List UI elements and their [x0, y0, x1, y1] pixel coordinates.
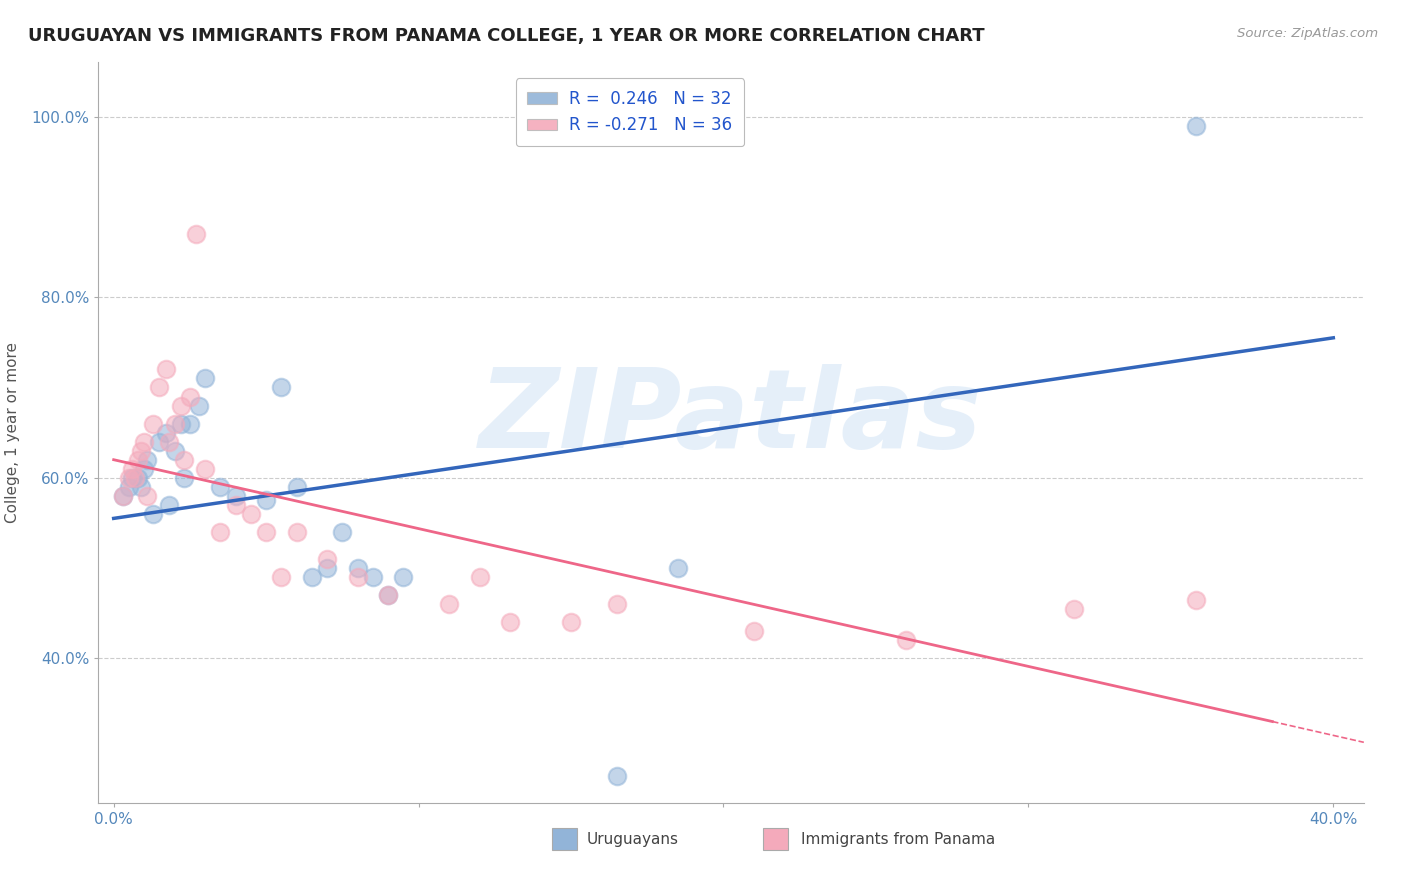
Text: URUGUAYAN VS IMMIGRANTS FROM PANAMA COLLEGE, 1 YEAR OR MORE CORRELATION CHART: URUGUAYAN VS IMMIGRANTS FROM PANAMA COLL…	[28, 27, 984, 45]
Point	[188, 399, 211, 413]
Point	[136, 489, 159, 503]
Point	[157, 498, 180, 512]
Point	[361, 570, 384, 584]
Text: Source: ZipAtlas.com: Source: ZipAtlas.com	[1237, 27, 1378, 40]
Point	[377, 588, 399, 602]
Point	[560, 615, 582, 630]
Point	[111, 489, 134, 503]
Point	[129, 480, 152, 494]
Point	[896, 633, 918, 648]
Point	[157, 434, 180, 449]
Point	[127, 452, 149, 467]
Point	[170, 399, 193, 413]
Point	[142, 507, 165, 521]
Point	[666, 561, 689, 575]
Point	[209, 480, 232, 494]
Point	[121, 471, 143, 485]
Point	[148, 434, 170, 449]
Point	[1185, 119, 1208, 133]
Point	[194, 461, 217, 475]
Point	[285, 480, 308, 494]
Point	[1063, 601, 1085, 615]
Legend: R =  0.246   N = 32, R = -0.271   N = 36: R = 0.246 N = 32, R = -0.271 N = 36	[516, 78, 744, 146]
Point	[468, 570, 491, 584]
Point	[225, 489, 247, 503]
Point	[142, 417, 165, 431]
Point	[270, 380, 292, 394]
Point	[118, 480, 141, 494]
Point	[316, 561, 339, 575]
Point	[124, 471, 146, 485]
Point	[437, 597, 460, 611]
Point	[225, 498, 247, 512]
Point	[134, 434, 156, 449]
Point	[118, 471, 141, 485]
Point	[127, 471, 149, 485]
Point	[301, 570, 323, 584]
Point	[155, 425, 177, 440]
Point	[330, 524, 353, 539]
Point	[155, 362, 177, 376]
Point	[134, 461, 156, 475]
Point	[254, 493, 277, 508]
Point	[173, 471, 195, 485]
Point	[316, 552, 339, 566]
Point	[163, 417, 186, 431]
Point	[136, 452, 159, 467]
Point	[606, 597, 628, 611]
Point	[742, 624, 765, 639]
Point	[346, 570, 368, 584]
Point	[270, 570, 292, 584]
Point	[254, 524, 277, 539]
Point	[194, 371, 217, 385]
Point	[209, 524, 232, 539]
Point	[129, 443, 152, 458]
Point	[499, 615, 522, 630]
Y-axis label: College, 1 year or more: College, 1 year or more	[6, 343, 20, 523]
Point	[173, 452, 195, 467]
Point	[111, 489, 134, 503]
Point	[148, 380, 170, 394]
Point	[184, 227, 207, 241]
Point	[285, 524, 308, 539]
Point	[170, 417, 193, 431]
Point	[239, 507, 262, 521]
Point	[163, 443, 186, 458]
Point	[346, 561, 368, 575]
Point	[179, 417, 201, 431]
Point	[179, 390, 201, 404]
Point	[1185, 592, 1208, 607]
Point	[377, 588, 399, 602]
Text: ZIPatlas: ZIPatlas	[479, 364, 983, 471]
Point	[121, 461, 143, 475]
Point	[392, 570, 415, 584]
Point	[606, 769, 628, 783]
Text: Immigrants from Panama: Immigrants from Panama	[801, 832, 995, 847]
Text: Uruguayans: Uruguayans	[588, 832, 679, 847]
